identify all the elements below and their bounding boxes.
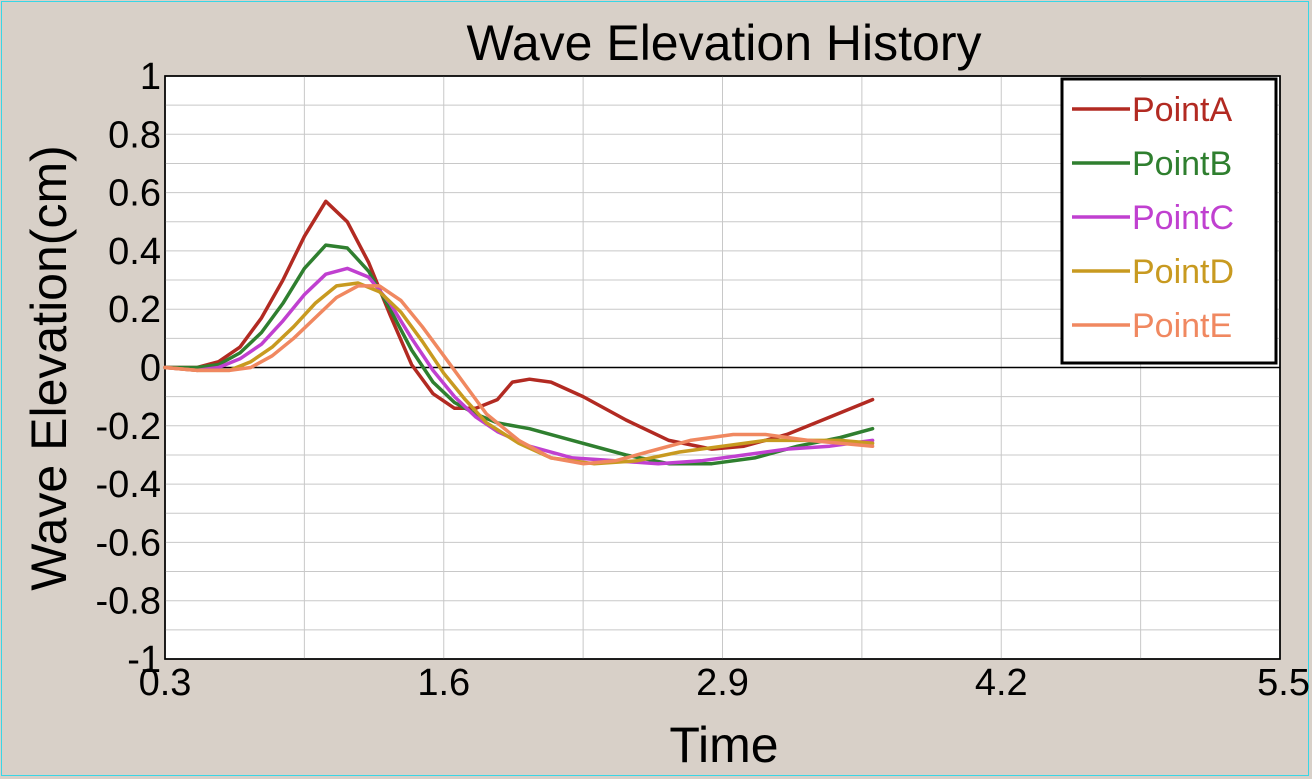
series-line-pointc: [163, 266, 875, 466]
x-tick-label: 1.6: [417, 662, 470, 704]
x-axis-label: Time: [669, 717, 778, 773]
y-tick-label: 0.6: [108, 173, 161, 215]
legend-label: PointB: [1132, 145, 1232, 183]
series-layer: [163, 199, 875, 466]
legend-label: PointE: [1132, 307, 1232, 345]
y-tick-label: -0.6: [96, 522, 161, 564]
y-tick-label: 0.2: [108, 289, 161, 331]
legend: PointA PointB PointC PointD PointE: [1060, 77, 1278, 365]
y-tick-label: -1: [127, 639, 161, 681]
y-tick-label: -0.8: [96, 581, 161, 623]
x-tick-label: 2.9: [696, 662, 749, 704]
series-line-pointb: [163, 243, 875, 466]
x-tick-label: 5.5: [1257, 662, 1310, 704]
legend-label: PointC: [1132, 199, 1234, 237]
series-line-pointa: [163, 199, 875, 451]
y-tick-label: 0: [140, 348, 161, 390]
tick-labels: 1 0.8 0.6 0.4 0.2 0 -0.2 -0.4 -0.6 -0.8 -10.3 1.6 2.…: [96, 56, 1310, 704]
y-axis-label: Wave Elevation(cm): [21, 145, 77, 590]
y-tick-label: -0.2: [96, 406, 161, 448]
legend-box: [1060, 77, 1278, 365]
legend-label: PointD: [1132, 253, 1234, 291]
series-line-pointe: [163, 284, 875, 466]
y-tick-label: -0.4: [96, 464, 161, 506]
legend-label: PointA: [1132, 91, 1232, 129]
x-tick-label: 0.3: [139, 662, 192, 704]
chart-title: Wave Elevation History: [467, 15, 982, 71]
x-tick-label: 4.2: [975, 662, 1028, 704]
series-line-pointd: [163, 281, 875, 466]
y-tick-label: 0.4: [108, 231, 161, 273]
y-tick-label: 0.8: [108, 114, 161, 156]
y-tick-label: 1: [140, 56, 161, 98]
